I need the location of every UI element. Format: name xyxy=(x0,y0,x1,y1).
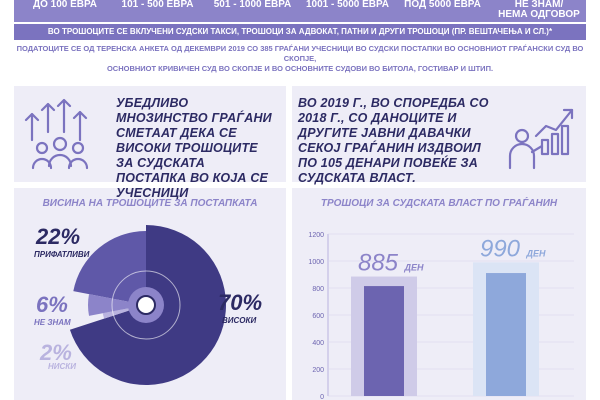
y-tick-label: 0 xyxy=(320,394,324,400)
pie-pct-prifatlivi: 22% xyxy=(36,224,81,249)
range-label-1: 101 - 500 ЕВРА xyxy=(121,0,194,10)
y-tick-label: 800 xyxy=(312,286,324,293)
range-label-2: 501 - 1000 ЕВРА xyxy=(213,0,292,10)
people-arrows-icon xyxy=(24,98,89,170)
bar-value-1: 990 xyxy=(480,235,521,262)
source-note: ПОДАТОЦИТЕ СЕ ОД ТЕРЕНСКА АНКЕТА ОД ДЕКЕ… xyxy=(14,44,586,74)
pie-slice-3 xyxy=(87,294,146,316)
bar-value-0: 885 xyxy=(358,250,399,277)
bar-unit-0: ДЕН xyxy=(403,263,424,273)
pie-label-visoki: ВИСОКИ xyxy=(222,316,257,325)
range-label-0: ДО 100 ЕВРА xyxy=(32,0,98,10)
pie-label-ne-znam: НЕ ЗНАМ xyxy=(34,318,71,327)
pie-pct-visoki: 70% xyxy=(218,290,263,315)
bar-unit-1: ДЕН xyxy=(525,248,546,258)
pie-pct-ne-znam: 6% xyxy=(36,292,68,317)
pie-chart xyxy=(69,225,226,385)
y-tick-label: 1000 xyxy=(308,259,324,266)
source-line-1: ПОДАТОЦИТЕ СЕ ОД ТЕРЕНСКА АНКЕТА ОД ДЕКЕ… xyxy=(16,44,584,63)
pie-label-niski: НИСКИ xyxy=(48,362,76,371)
bar-chart: 020040060080010001200885ДЕН2018990ДЕН201… xyxy=(308,232,574,400)
panel-left xyxy=(14,86,286,182)
pie-slice-0 xyxy=(73,231,146,305)
range-label-5: НЕ ЗНАМ/ НЕМА ОДГОВОР xyxy=(498,0,580,20)
range-label-4: ПОД 5000 ЕВРА xyxy=(404,0,481,10)
growth-chart-icon xyxy=(508,108,574,170)
y-tick-label: 1200 xyxy=(308,232,324,239)
panel-right-text: ВО 2019 Г., ВО СПОРЕДБА СО 2018 Г., СО Д… xyxy=(298,96,489,185)
source-line-2: ОСНОВНИОТ КРИВИЧЕН СУД ВО СКОПЈЕ И ВО ОС… xyxy=(106,64,494,73)
y-tick-label: 600 xyxy=(312,313,324,320)
bar-1 xyxy=(486,273,526,396)
price-range-header xyxy=(14,0,586,22)
range-label-3: 1001 - 5000 ЕВРА xyxy=(305,0,390,10)
pie-chart-title: ВИСИНА НА ТРОШОЦИТЕ ЗА ПОСТАПКАТА xyxy=(42,198,258,209)
pie-label-prifatlivi: ПРИФАТЛИВИ xyxy=(34,250,90,259)
bar-0 xyxy=(364,286,404,396)
pie-pct-niski: 2% xyxy=(40,340,72,365)
y-tick-label: 400 xyxy=(312,340,324,347)
y-tick-label: 200 xyxy=(312,367,324,374)
pie-center-dot xyxy=(136,295,156,315)
pie-ring xyxy=(111,270,181,340)
bar-chart-title: ТРОШОЦИ ЗА СУДСКАТА ВЛАСТ ПО ГРАЃАНИН xyxy=(320,198,558,209)
panel-left-text: УБЕДЛИВО МНОЗИНСТВО ГРАЃАНИ СМЕТААТ ДЕКА… xyxy=(116,96,272,200)
costs-note: ВО ТРОШОЦИТЕ СЕ ВКЛУЧЕНИ СУДСКИ ТАКСИ, Т… xyxy=(14,24,586,40)
